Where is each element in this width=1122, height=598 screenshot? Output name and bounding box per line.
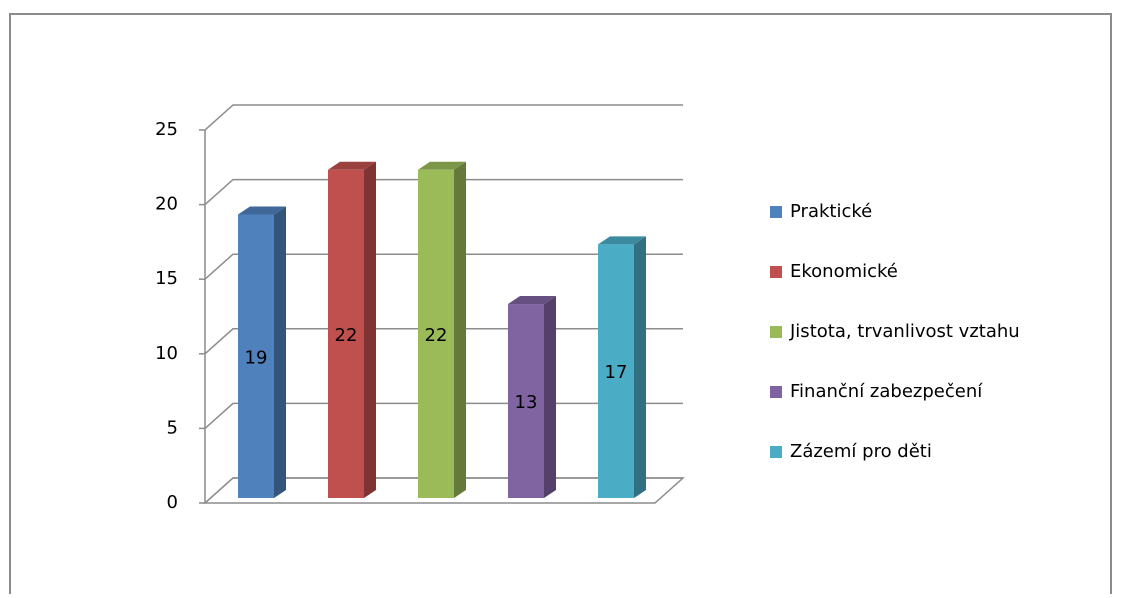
y-tick-label: 15	[155, 268, 178, 289]
bar	[238, 206, 286, 498]
bar	[598, 236, 646, 499]
bar	[418, 161, 466, 498]
legend-swatch	[770, 386, 782, 398]
legend-label: Jistota, trvanlivost vztahu	[789, 321, 1020, 342]
bar-front	[238, 214, 274, 498]
data-label: 13	[515, 392, 538, 413]
y-tick-label: 5	[167, 417, 178, 438]
bar	[328, 161, 376, 498]
grid-line	[204, 253, 683, 280]
bar-side	[634, 236, 646, 499]
legend-swatch	[770, 266, 782, 278]
bar-front	[418, 169, 454, 498]
bar-top	[328, 161, 376, 170]
legend-swatch	[770, 326, 782, 338]
legend-label: Finanční zabezpečení	[790, 381, 983, 402]
legend-label: Praktické	[790, 201, 872, 222]
grid-line	[204, 178, 683, 206]
bar-side	[274, 206, 286, 498]
data-label: 22	[425, 325, 448, 346]
grid-line	[204, 104, 683, 131]
legend-label: Zázemí pro děti	[790, 441, 932, 462]
bar-side	[364, 161, 376, 498]
y-tick-label: 20	[155, 194, 178, 215]
bar-front	[508, 304, 544, 498]
legend-label: Ekonomické	[790, 261, 898, 282]
data-label: 19	[245, 347, 268, 368]
y-tick-label: 0	[167, 492, 178, 513]
bar-front	[598, 244, 634, 498]
bar-front	[328, 169, 364, 498]
chart-frame	[9, 13, 1112, 598]
bar-side	[544, 296, 556, 498]
data-label: 22	[335, 325, 358, 346]
bar	[508, 296, 556, 498]
bar-top	[238, 206, 286, 215]
bar-top	[598, 236, 646, 245]
bar-top	[418, 161, 466, 170]
data-label: 17	[605, 362, 628, 383]
y-tick-label: 10	[155, 343, 178, 364]
legend-swatch	[770, 446, 782, 458]
legend-swatch	[770, 206, 782, 218]
bar-side	[454, 161, 466, 498]
bar-top	[508, 296, 556, 305]
y-tick-label: 25	[155, 119, 178, 140]
